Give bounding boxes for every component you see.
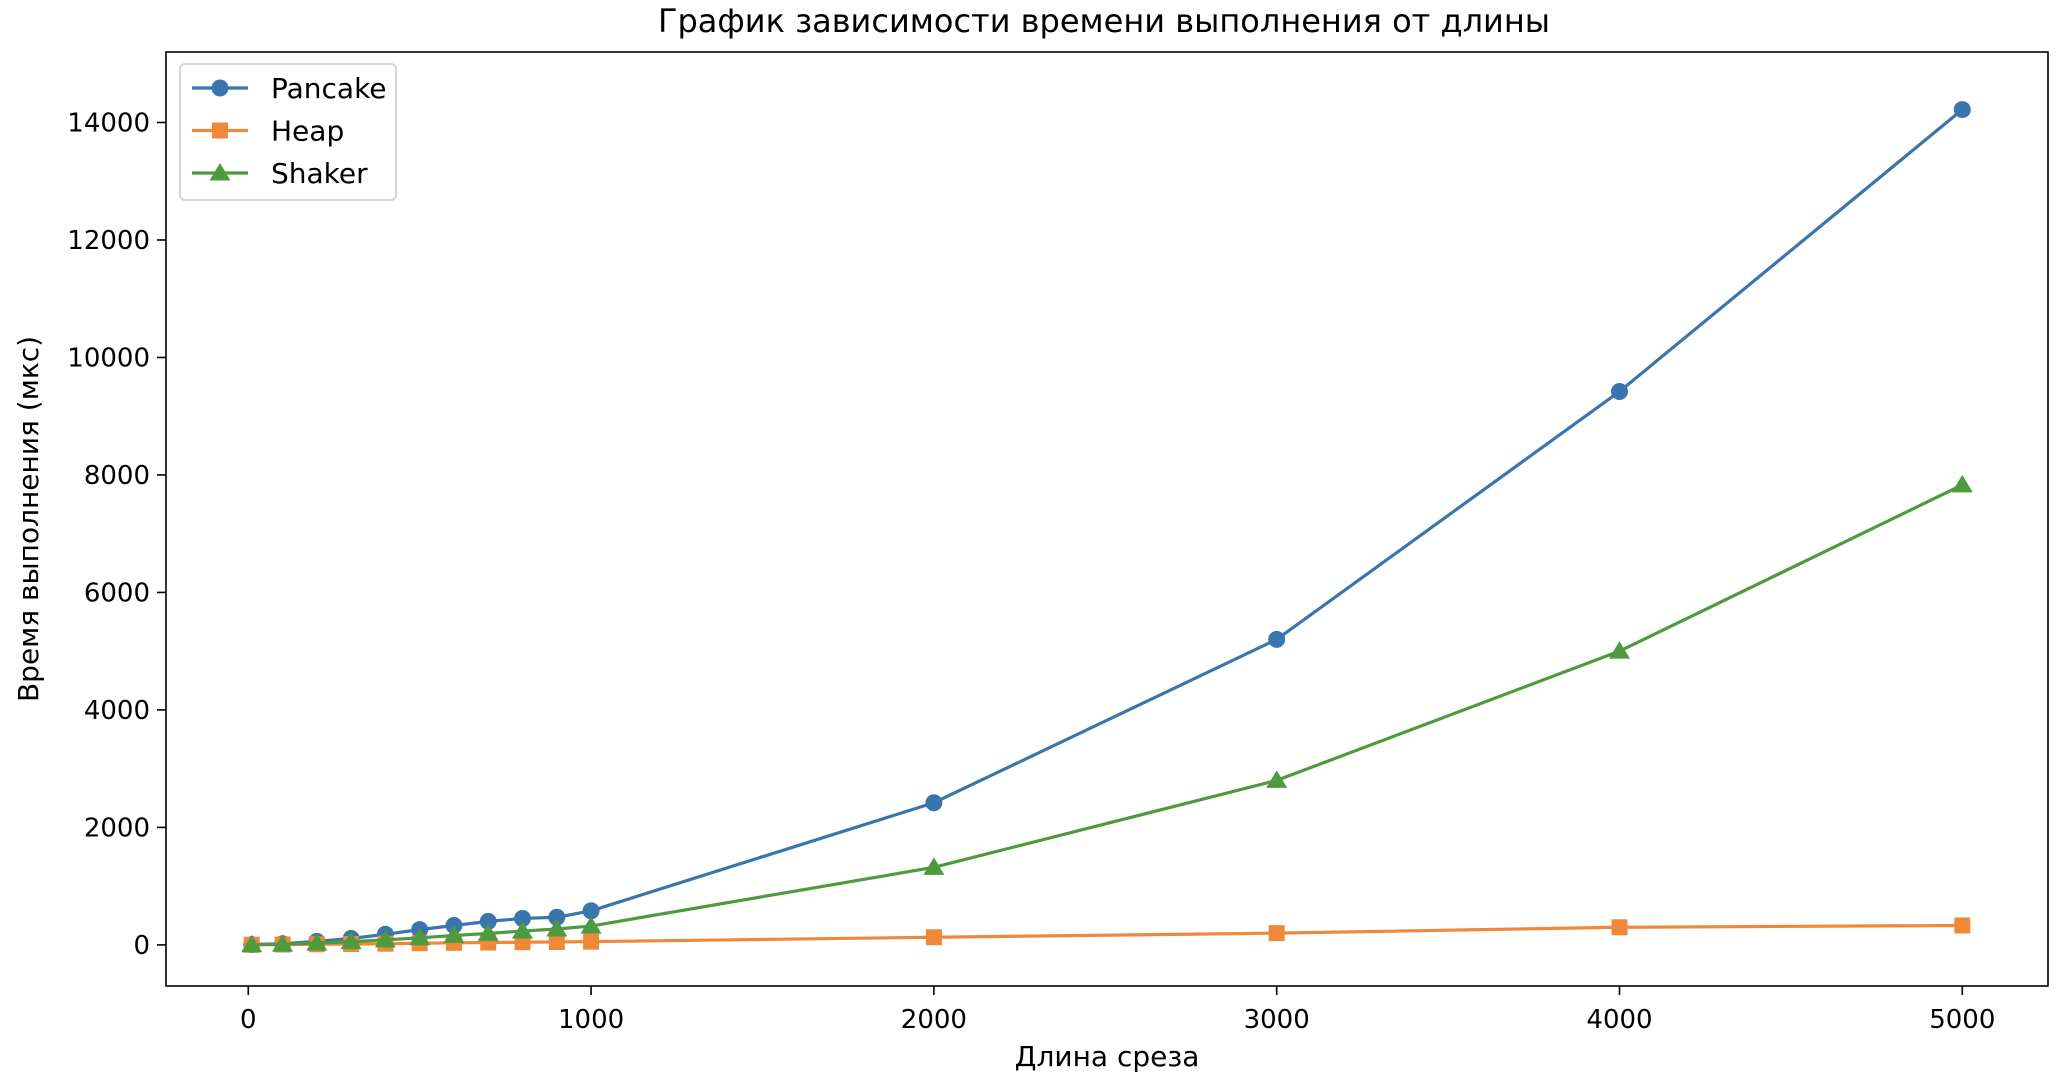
y-tick-label-4: 8000 (84, 461, 150, 491)
x-tick-label-3: 3000 (1244, 1005, 1310, 1035)
legend-box (179, 63, 397, 201)
y-tick-label-6: 12000 (67, 226, 150, 256)
x-tick-label-4: 4000 (1586, 1005, 1652, 1035)
x-tick-label-5: 5000 (1929, 1005, 1995, 1035)
data-point-shaker-8 (512, 921, 534, 939)
data-point-pancake-10 (582, 902, 600, 920)
y-tick-label-7: 14000 (67, 108, 150, 138)
data-point-pancake-8 (514, 909, 532, 927)
y-tick-label-5: 10000 (67, 343, 150, 373)
legend-label-shaker: Shaker (271, 157, 368, 190)
y-tick-label-1: 2000 (84, 813, 150, 843)
data-point-shaker-7 (477, 923, 499, 941)
data-point-heap-11 (925, 929, 942, 946)
data-point-shaker-11 (923, 857, 945, 875)
data-point-pancake-12 (1268, 630, 1286, 648)
data-point-heap-10 (583, 933, 600, 950)
chart-title: График зависимости времени выполнения от… (658, 2, 1550, 40)
data-point-pancake-9 (548, 908, 566, 926)
data-point-pancake-13 (1610, 383, 1628, 401)
data-point-shaker-0 (241, 934, 263, 953)
data-point-pancake-11 (925, 794, 943, 812)
legend-label-heap: Heap (271, 115, 344, 148)
data-point-shaker-10 (580, 916, 602, 934)
data-point-shaker-3 (340, 931, 362, 950)
data-point-shaker-1 (272, 934, 294, 952)
data-point-heap-14 (1954, 917, 1971, 934)
x-tick-label-2: 2000 (901, 1005, 967, 1035)
y-axis-title: Время выполнения (мкс) (12, 336, 45, 702)
x-axis-title: Длина среза (1015, 1040, 1200, 1072)
y-axis: 0 2000 4000 6000 8000 10000 12000 14000 (67, 108, 166, 961)
series-shaker (241, 474, 1973, 953)
x-tick-label-0: 0 (240, 1005, 257, 1035)
plot-frame (165, 51, 2049, 987)
legend: Pancake Heap Shaker (179, 63, 397, 201)
data-point-pancake-7 (479, 912, 497, 930)
data-point-shaker-14 (1951, 474, 1973, 493)
y-tick-label-3: 6000 (84, 578, 150, 608)
x-axis: 0 1000 2000 3000 4000 5000 (240, 986, 1995, 1035)
data-point-shaker-2 (306, 933, 328, 951)
legend-label-pancake: Pancake (271, 72, 387, 105)
legend-marker-shaker (209, 163, 231, 181)
data-point-shaker-5 (409, 927, 431, 946)
legend-marker-heap (212, 122, 228, 139)
data-point-heap-13 (1611, 919, 1628, 936)
data-point-heap-9 (548, 933, 565, 950)
y-tick-label-2: 4000 (84, 696, 150, 726)
data-point-shaker-9 (546, 919, 568, 937)
y-tick-label-0: 0 (133, 931, 150, 961)
plot-marks (241, 101, 1973, 954)
data-point-heap-12 (1268, 925, 1285, 942)
data-point-shaker-4 (374, 929, 396, 948)
data-point-shaker-12 (1266, 770, 1288, 788)
legend-marker-pancake (211, 79, 229, 97)
data-point-shaker-13 (1608, 641, 1630, 659)
x-tick-label-1: 1000 (558, 1005, 624, 1035)
data-point-pancake-14 (1953, 101, 1971, 119)
data-point-shaker-6 (443, 925, 465, 943)
